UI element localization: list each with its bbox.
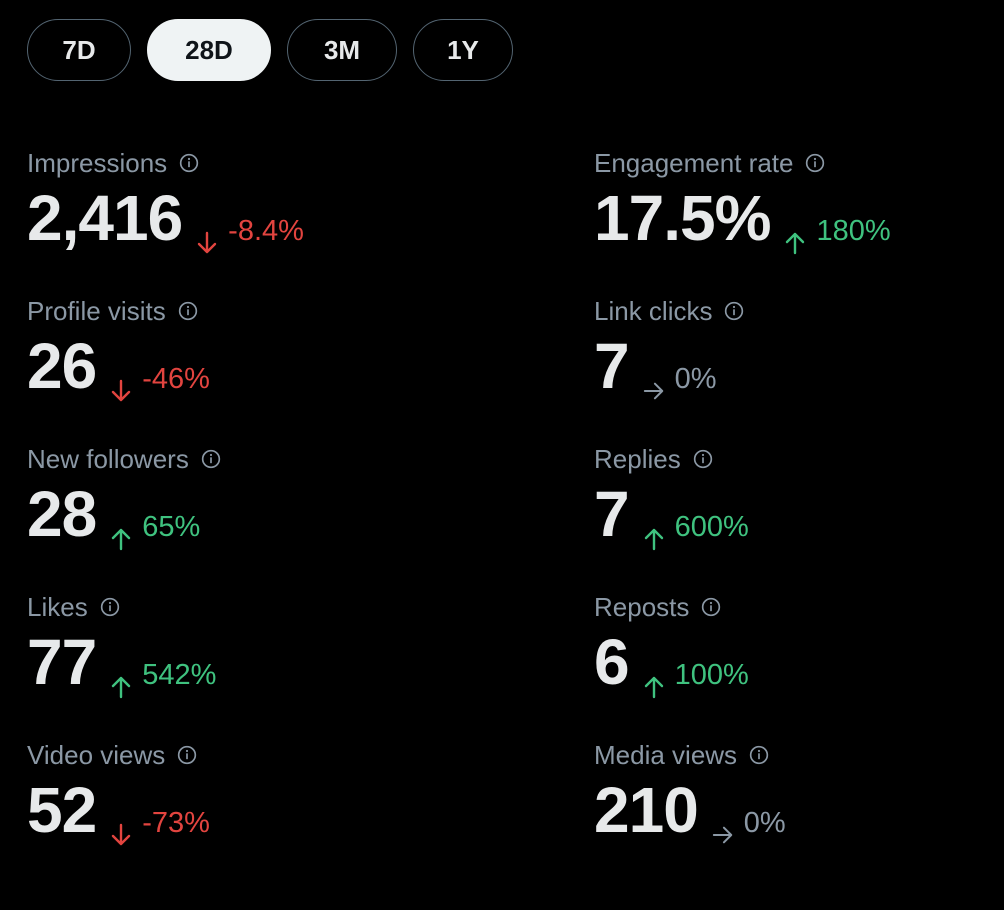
metric-impressions: Impressions 2,416 -8.4% [27, 146, 427, 254]
metric-change-value: 180% [816, 215, 891, 247]
metric-label-row: Video views [27, 738, 427, 772]
info-icon[interactable] [724, 301, 744, 321]
metric-replies: Replies 7 600% [594, 442, 994, 550]
metric-label: Video views [27, 739, 166, 770]
metric-label-row: Likes [27, 590, 427, 624]
metric-label-row: Link clicks [594, 294, 994, 328]
metric-label: Media views [594, 739, 738, 770]
info-icon[interactable] [701, 597, 721, 617]
metric-value: 77 [27, 626, 97, 698]
metric-label-row: Reposts [594, 590, 994, 624]
info-icon[interactable] [178, 301, 198, 321]
metric-value: 2,416 [27, 182, 183, 254]
arrow-up-icon [110, 674, 132, 698]
metric-label-row: Profile visits [27, 294, 427, 328]
metric-value-row: 28 65% [27, 478, 427, 550]
metric-new-followers: New followers 28 65% [27, 442, 427, 550]
metric-media-views: Media views 210 0% [594, 738, 994, 846]
metric-label-row: Replies [594, 442, 994, 476]
arrow-right-icon [643, 378, 665, 402]
metric-change: 0% [712, 807, 786, 843]
metric-label: Reposts [594, 591, 690, 622]
metric-value: 26 [27, 330, 97, 402]
metric-value-row: 52 -73% [27, 774, 427, 846]
metric-change: 0% [643, 363, 717, 399]
metric-change: 180% [784, 215, 891, 254]
metric-value: 210 [594, 774, 699, 846]
metric-change: -73% [110, 807, 210, 845]
tab-7d[interactable]: 7D [27, 19, 131, 81]
info-icon[interactable] [201, 449, 221, 469]
metric-change-value: 600% [674, 511, 749, 543]
metric-value-row: 2,416 -8.4% [27, 182, 427, 254]
metric-value-row: 7 600% [594, 478, 994, 550]
metric-change-value: 542% [142, 659, 217, 691]
metric-change-value: 0% [674, 363, 717, 395]
metric-change: -8.4% [196, 215, 304, 253]
tab-3m[interactable]: 3M [287, 19, 397, 81]
metric-likes: Likes 77 542% [27, 590, 427, 698]
metric-change-value: 0% [743, 807, 786, 839]
metric-label-row: New followers [27, 442, 427, 476]
info-icon[interactable] [693, 449, 713, 469]
info-icon[interactable] [179, 153, 199, 173]
metric-change: 65% [110, 511, 201, 550]
arrow-up-icon [643, 526, 665, 550]
metric-value: 28 [27, 478, 97, 550]
metric-label: Impressions [27, 147, 168, 178]
metric-label: Engagement rate [594, 147, 794, 178]
metric-engagement-rate: Engagement rate 17.5% 180% [594, 146, 994, 254]
metric-label: New followers [27, 443, 189, 474]
metric-value-row: 7 0% [594, 330, 994, 402]
metric-change-value: 65% [142, 511, 201, 543]
info-icon[interactable] [177, 745, 197, 765]
info-icon[interactable] [749, 745, 769, 765]
metric-value: 17.5% [594, 182, 771, 254]
metric-value: 7 [594, 330, 630, 402]
info-icon[interactable] [805, 153, 825, 173]
arrow-up-icon [643, 674, 665, 698]
metric-change: 600% [643, 511, 749, 550]
metric-value-row: 17.5% 180% [594, 182, 994, 254]
metric-profile-visits: Profile visits 26 -46% [27, 294, 427, 402]
metric-link-clicks: Link clicks 7 0% [594, 294, 994, 402]
metric-label-row: Media views [594, 738, 994, 772]
metric-change-value: 100% [674, 659, 749, 691]
metric-change: -46% [110, 363, 210, 401]
arrow-up-icon [784, 230, 806, 254]
metric-value-row: 6 100% [594, 626, 994, 698]
metric-value: 7 [594, 478, 630, 550]
tab-28d[interactable]: 28D [147, 19, 271, 81]
tab-1y[interactable]: 1Y [413, 19, 513, 81]
metric-label: Link clicks [594, 295, 713, 326]
metric-change-value: -73% [142, 807, 210, 839]
metric-change-value: -46% [142, 363, 210, 395]
arrow-down-icon [110, 378, 132, 402]
metric-video-views: Video views 52 -73% [27, 738, 427, 846]
arrow-down-icon [196, 230, 218, 254]
arrow-right-icon [712, 822, 734, 846]
metric-label-row: Engagement rate [594, 146, 994, 180]
time-range-tabs: 7D 28D 3M 1Y [27, 19, 513, 81]
arrow-down-icon [110, 822, 132, 846]
metric-change: 100% [643, 659, 749, 698]
metric-label: Profile visits [27, 295, 166, 326]
metric-label: Likes [27, 591, 88, 622]
metric-reposts: Reposts 6 100% [594, 590, 994, 698]
metric-label-row: Impressions [27, 146, 427, 180]
metric-value-row: 77 542% [27, 626, 427, 698]
metric-change-value: -8.4% [228, 215, 304, 247]
info-icon[interactable] [100, 597, 120, 617]
arrow-up-icon [110, 526, 132, 550]
metric-label: Replies [594, 443, 681, 474]
metric-value-row: 26 -46% [27, 330, 427, 402]
metric-value: 6 [594, 626, 630, 698]
metric-value: 52 [27, 774, 97, 846]
metric-value-row: 210 0% [594, 774, 994, 846]
metric-change: 542% [110, 659, 217, 698]
